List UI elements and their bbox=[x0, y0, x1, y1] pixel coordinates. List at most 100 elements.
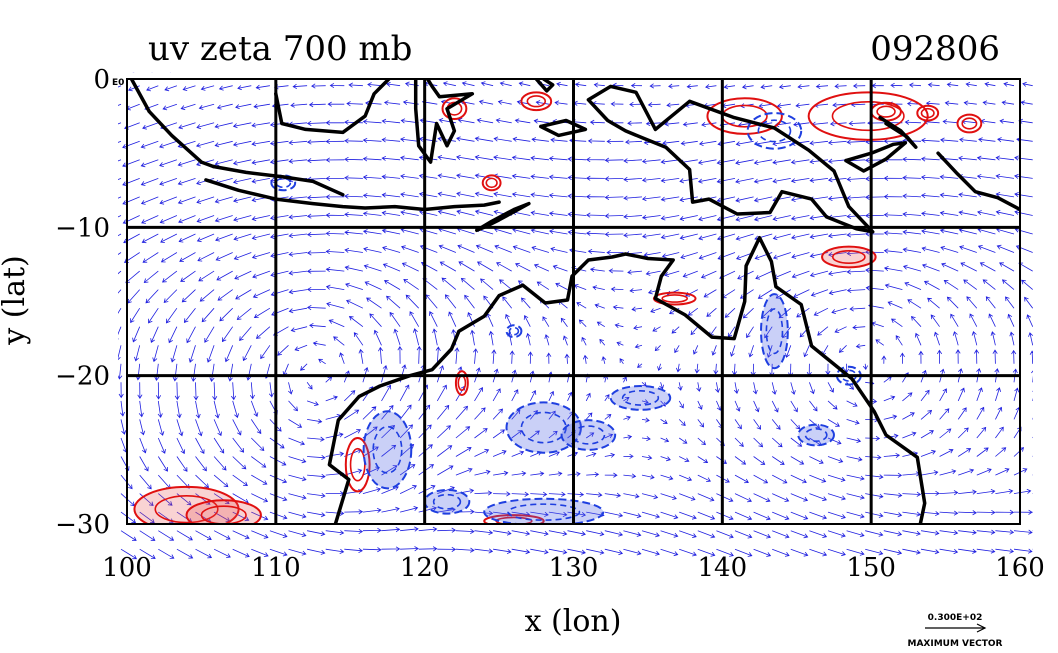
coastline-java-north bbox=[211, 164, 345, 197]
positive-vorticity-contour bbox=[916, 104, 940, 122]
positive-vorticity-region-1 bbox=[185, 499, 262, 524]
positive-vorticity-contour bbox=[956, 113, 983, 134]
positive-vorticity-inner-contour bbox=[876, 105, 896, 118]
negative-vorticity-contour bbox=[423, 488, 471, 515]
coastline-halmahera bbox=[534, 79, 555, 93]
coastline-sumatra bbox=[129, 79, 216, 169]
negative-vorticity-inner-contour bbox=[275, 177, 292, 189]
positive-vorticity-inner-contour bbox=[154, 495, 219, 524]
y-tick-label: −10 bbox=[55, 213, 110, 243]
x-tick-label: 160 bbox=[995, 553, 1045, 583]
x-tick-label: 120 bbox=[400, 553, 450, 583]
negative-vorticity-inner-contour bbox=[432, 493, 462, 510]
negative-vorticity-contour bbox=[505, 324, 523, 339]
corner-label: E0 bbox=[112, 78, 124, 88]
positive-vorticity-contour bbox=[441, 97, 468, 121]
negative-vorticity-contour bbox=[362, 410, 413, 490]
y-tick-labels: 0 −10 −20 −30 bbox=[55, 65, 110, 540]
y-tick-label: 0 bbox=[93, 65, 110, 95]
positive-vorticity-region-2 bbox=[807, 91, 929, 141]
negative-vorticity-region-1 bbox=[560, 419, 617, 451]
positive-vorticity-contour bbox=[454, 370, 469, 396]
positive-vorticity-contour bbox=[520, 91, 553, 112]
positive-vorticity-inner-contour bbox=[349, 447, 366, 482]
reference-vector-value: 0.300E+02 bbox=[928, 613, 983, 623]
x-axis-label: x (lon) bbox=[525, 604, 622, 639]
vorticity-contours bbox=[133, 91, 983, 524]
x-tick-labels: 100 110 120 130 140 150 160 bbox=[102, 553, 1045, 583]
positive-vorticity-region-6 bbox=[916, 104, 940, 122]
x-tick-label: 140 bbox=[698, 553, 748, 583]
negative-vorticity-inner-contour bbox=[757, 119, 792, 143]
positive-vorticity-region-0 bbox=[133, 485, 240, 524]
lat-lon-grid bbox=[127, 79, 1020, 524]
positive-vorticity-contour bbox=[481, 174, 502, 192]
coastline-seram bbox=[539, 118, 588, 138]
positive-vorticity-region-13 bbox=[481, 174, 502, 192]
negative-vorticity-region-11 bbox=[270, 174, 297, 192]
negative-vorticity-region-2 bbox=[609, 385, 672, 411]
positive-vorticity-inner-contour bbox=[831, 101, 905, 132]
negative-vorticity-region-4 bbox=[362, 410, 413, 490]
coastline-solomons bbox=[936, 151, 1020, 212]
positive-vorticity-contour bbox=[870, 101, 902, 122]
reference-vector-caption: MAXIMUM VECTOR bbox=[907, 639, 1002, 649]
positive-vorticity-contour bbox=[483, 514, 545, 524]
positive-vorticity-region-7 bbox=[821, 245, 877, 269]
coastlines bbox=[129, 79, 1020, 524]
positive-vorticity-contour bbox=[807, 91, 929, 141]
plot-frame bbox=[126, 78, 1021, 525]
x-tick-label: 130 bbox=[549, 553, 599, 583]
y-tick-label: −20 bbox=[55, 362, 110, 392]
negative-vorticity-contour bbox=[760, 293, 789, 370]
positive-vorticity-inner-contour bbox=[661, 294, 689, 303]
negative-vorticity-region-7 bbox=[797, 423, 835, 447]
coastline-new-ireland bbox=[878, 115, 918, 149]
negative-vorticity-contour bbox=[609, 385, 672, 411]
chart-title: uv zeta 700 mb bbox=[148, 29, 412, 69]
y-axis-label: y (lat) bbox=[0, 255, 32, 345]
negative-vorticity-inner-contour bbox=[765, 308, 784, 355]
positive-vorticity-inner-contour bbox=[526, 95, 547, 108]
wind-vectors bbox=[118, 72, 1033, 560]
negative-vorticity-contour bbox=[797, 423, 835, 447]
coastline-new-britain bbox=[844, 141, 908, 173]
positive-vorticity-region-5 bbox=[956, 113, 983, 134]
x-tick-label: 100 bbox=[102, 553, 152, 583]
negative-vorticity-contour bbox=[746, 112, 803, 150]
negative-vorticity-inner-contour bbox=[372, 425, 403, 474]
negative-vorticity-inner-contour bbox=[507, 503, 581, 521]
negative-vorticity-region-6 bbox=[760, 293, 789, 370]
coastline-new-guinea bbox=[586, 84, 875, 234]
negative-vorticity-inner-contour bbox=[508, 326, 520, 336]
coastline-australia bbox=[327, 235, 927, 524]
positive-vorticity-contour bbox=[185, 499, 262, 524]
negative-vorticity-region-10 bbox=[505, 324, 523, 339]
reference-vector-arrowhead bbox=[976, 623, 987, 633]
negative-vorticity-inner-contour bbox=[621, 389, 660, 406]
positive-vorticity-contour bbox=[344, 436, 371, 493]
negative-vorticity-contour bbox=[560, 419, 617, 451]
positive-vorticity-inner-contour bbox=[961, 117, 978, 130]
reference-vector-legend: 0.300E+02 MAXIMUM VECTOR bbox=[907, 613, 1002, 649]
negative-vorticity-contour bbox=[270, 174, 297, 192]
negative-vorticity-region-5 bbox=[423, 488, 471, 515]
positive-vorticity-region-11 bbox=[520, 91, 553, 112]
positive-vorticity-contour bbox=[706, 97, 783, 135]
negative-vorticity-region-3 bbox=[483, 497, 605, 524]
x-tick-label: 110 bbox=[251, 553, 301, 583]
negative-vorticity-inner-contour bbox=[804, 427, 828, 443]
positive-vorticity-contour bbox=[821, 245, 877, 269]
negative-vorticity-contour bbox=[483, 497, 605, 524]
coastline-sulawesi bbox=[413, 79, 475, 164]
coastline-borneo bbox=[274, 79, 391, 135]
x-tick-label: 150 bbox=[846, 553, 896, 583]
positive-vorticity-inner-contour bbox=[485, 177, 498, 189]
negative-vorticity-region-9 bbox=[746, 112, 803, 150]
wind-vector-field bbox=[118, 72, 1033, 560]
positive-vorticity-inner-contour bbox=[920, 107, 935, 119]
y-tick-label: −30 bbox=[55, 510, 110, 540]
date-label: 092806 bbox=[870, 29, 1000, 69]
positive-vorticity-inner-contour bbox=[831, 249, 866, 265]
